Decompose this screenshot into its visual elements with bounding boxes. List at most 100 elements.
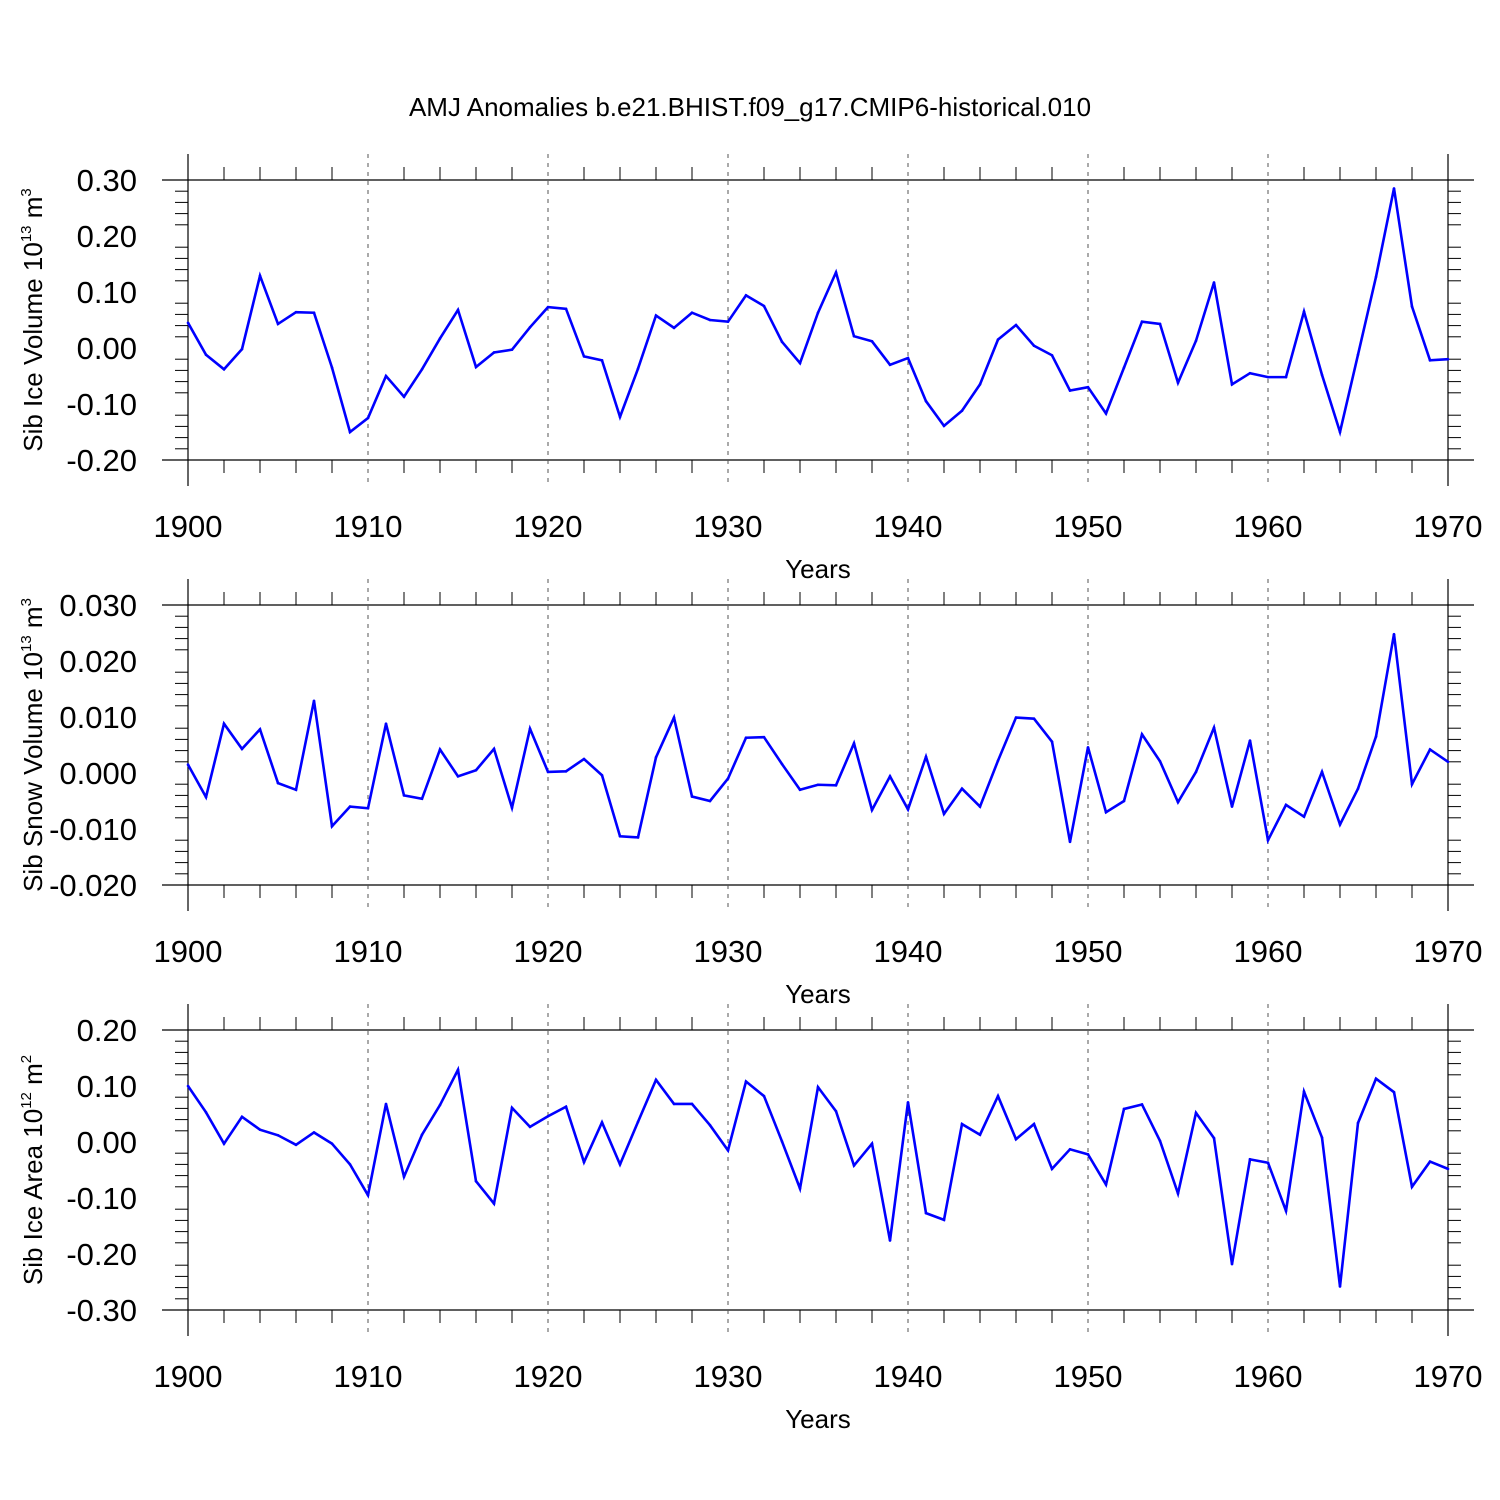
- x-tick-label: 1950: [1054, 1359, 1123, 1394]
- data-point: [1446, 1167, 1450, 1171]
- data-point: [1320, 770, 1324, 774]
- y-tick-label: 0.20: [77, 219, 137, 254]
- data-point: [1212, 281, 1216, 284]
- data-point: [726, 320, 730, 323]
- data-point: [672, 326, 676, 330]
- data-point: [186, 763, 190, 766]
- data-point: [204, 1111, 208, 1114]
- data-point: [762, 735, 766, 739]
- data-point: [654, 1078, 658, 1082]
- data-point: [1122, 1107, 1126, 1111]
- data-point: [1302, 815, 1306, 818]
- data-point: [1158, 759, 1162, 763]
- data-point: [888, 775, 892, 778]
- y-tick-label: 0.00: [77, 331, 137, 366]
- data-point: [1032, 344, 1036, 348]
- data-point: [312, 311, 316, 315]
- data-point: [1428, 359, 1432, 362]
- data-point: [1230, 383, 1234, 386]
- y-label-superscript: 13: [18, 225, 35, 242]
- data-point: [1410, 782, 1414, 786]
- data-point: [1050, 353, 1054, 357]
- data-point: [348, 430, 352, 434]
- data-point: [600, 773, 604, 777]
- y-label-superscript: 12: [18, 1092, 35, 1109]
- y-label-text: m: [18, 1063, 48, 1092]
- data-point: [330, 366, 334, 369]
- data-point: [1428, 1160, 1432, 1163]
- data-point: [1032, 1122, 1036, 1126]
- data-point: [942, 424, 946, 428]
- y-tick-label: -0.010: [49, 812, 137, 847]
- data-point: [1320, 373, 1324, 377]
- data-point: [636, 1120, 640, 1124]
- data-point: [1230, 805, 1234, 808]
- data-point: [1140, 1103, 1144, 1106]
- y-ticks: [175, 615, 1461, 875]
- x-ticks: [223, 167, 1413, 473]
- data-point: [1338, 1285, 1342, 1288]
- panels: -0.20 -0.10 0.00 0.10 0.20 0.30 1900 1910 1920 19…: [18, 154, 1482, 1434]
- data-point: [420, 367, 424, 371]
- x-tick-label: 1900: [154, 934, 223, 969]
- data-point: [1248, 1158, 1252, 1161]
- data-point: [384, 1102, 388, 1106]
- data-point: [204, 795, 208, 799]
- x-tick-label: 1960: [1234, 934, 1303, 969]
- data-point: [636, 367, 640, 371]
- data-point: [312, 1131, 316, 1134]
- data-point: [870, 1142, 874, 1145]
- data-point: [1284, 803, 1288, 807]
- data-point: [456, 775, 460, 778]
- data-point: [870, 339, 874, 343]
- x-tick-label: 1900: [154, 509, 223, 544]
- data-point: [240, 747, 244, 751]
- y-tick-label: -0.30: [66, 1293, 137, 1328]
- data-point: [978, 805, 982, 808]
- data-point: [1194, 1111, 1198, 1115]
- data-point: [942, 812, 946, 816]
- data-point: [852, 334, 856, 338]
- data-point: [960, 1122, 964, 1126]
- x-tick-label: 1930: [694, 934, 763, 969]
- data-point: [906, 356, 910, 360]
- data-point: [1356, 353, 1360, 357]
- y-tick-label: -0.10: [66, 387, 137, 422]
- data-point: [582, 1160, 586, 1164]
- data-point: [654, 314, 658, 317]
- y-label-text: m: [18, 197, 48, 226]
- data-point: [1068, 389, 1072, 392]
- x-axis-label: Years: [785, 554, 851, 584]
- data-point: [1356, 1121, 1360, 1125]
- data-point: [1122, 366, 1126, 369]
- data-point: [618, 834, 622, 838]
- data-point: [528, 325, 532, 329]
- x-ticks: [223, 1017, 1413, 1323]
- data-point: [798, 788, 802, 792]
- data-point: [294, 788, 298, 792]
- data-point: [996, 338, 1000, 341]
- y-tick-label: -0.10: [66, 1181, 137, 1216]
- data-point: [726, 1149, 730, 1152]
- data-point: [312, 699, 316, 703]
- panel-1: -0.20 -0.10 0.00 0.10 0.20 0.30 1900 1910 1920 19…: [18, 154, 1482, 584]
- x-tick-label: 1940: [874, 934, 943, 969]
- data-point: [1446, 357, 1450, 361]
- data-point: [546, 305, 550, 309]
- data-point: [834, 1109, 838, 1113]
- data-point: [924, 755, 928, 759]
- x-tick-label: 1920: [514, 509, 583, 544]
- data-point: [492, 351, 496, 354]
- plot-frame: [162, 1004, 1474, 1336]
- data-point: [492, 747, 496, 751]
- data-point: [924, 1211, 928, 1215]
- y-tick-label: 0.00: [77, 1125, 137, 1160]
- data-point: [1374, 1077, 1378, 1081]
- data-point: [1122, 799, 1126, 803]
- data-point: [1086, 385, 1090, 389]
- data-point: [708, 799, 712, 803]
- data-point: [870, 808, 874, 812]
- data-point: [294, 310, 298, 314]
- x-tick-label: 1910: [334, 509, 403, 544]
- data-point: [780, 762, 784, 766]
